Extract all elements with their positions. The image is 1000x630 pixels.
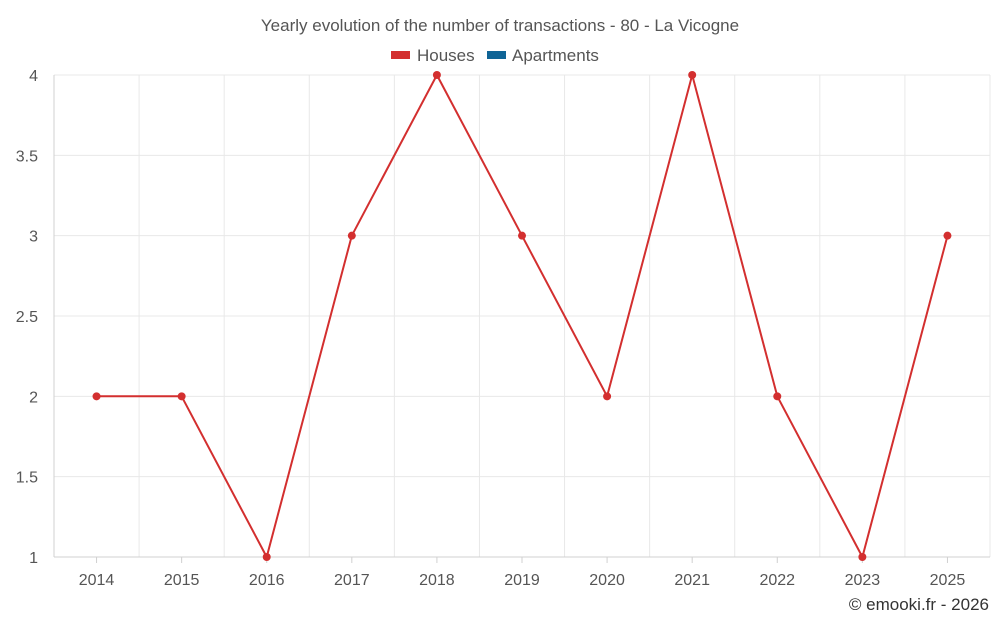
data-point-houses[interactable] xyxy=(347,231,356,240)
y-tick-label: 1 xyxy=(29,550,38,567)
data-point-houses[interactable] xyxy=(603,392,612,401)
data-point-houses[interactable] xyxy=(943,231,952,240)
y-tick-label: 3 xyxy=(29,229,38,246)
data-point-houses[interactable] xyxy=(262,553,271,561)
legend: Houses Apartments xyxy=(391,46,599,65)
data-point-houses[interactable] xyxy=(432,71,441,79)
x-tick-label: 2016 xyxy=(249,572,285,589)
x-tick-label: 2021 xyxy=(674,572,710,589)
axes: 1 1.5 2 2.5 3 3.5 4 2014 2015 2016 2017 2018 2019 202… xyxy=(16,68,990,589)
legend-label-houses[interactable]: Houses xyxy=(417,46,475,65)
y-tick-label: 4 xyxy=(29,68,38,85)
grid xyxy=(53,74,991,558)
x-tick-label: 2019 xyxy=(504,572,540,589)
x-tick-label: 2025 xyxy=(930,572,966,589)
x-tick-label: 2020 xyxy=(589,572,625,589)
x-tick-label: 2015 xyxy=(164,572,200,589)
legend-swatch-houses xyxy=(391,51,410,59)
y-tick-label: 2.5 xyxy=(16,309,38,326)
x-tick-label: 2018 xyxy=(419,572,455,589)
data-point-houses[interactable] xyxy=(688,71,697,79)
y-tick-label: 2 xyxy=(29,389,38,406)
data-point-houses[interactable] xyxy=(518,231,526,240)
data-point-houses[interactable] xyxy=(177,392,186,401)
x-tick-label: 2017 xyxy=(334,572,370,589)
x-tick-label: 2023 xyxy=(845,572,881,589)
x-tick-label: 2022 xyxy=(759,572,795,589)
data-point-houses[interactable] xyxy=(92,392,101,401)
y-tick-label: 1.5 xyxy=(16,470,38,487)
data-point-houses[interactable] xyxy=(773,392,782,401)
x-tick-label: 2014 xyxy=(79,572,115,589)
copyright-text: © emooki.fr - 2026 xyxy=(849,595,989,614)
legend-label-apartments[interactable]: Apartments xyxy=(512,46,599,65)
data-point-houses[interactable] xyxy=(858,553,867,561)
chart-title: Yearly evolution of the number of transa… xyxy=(261,16,739,35)
y-tick-label: 3.5 xyxy=(16,148,38,165)
legend-swatch-apartments xyxy=(487,51,506,59)
series-houses xyxy=(92,71,952,561)
